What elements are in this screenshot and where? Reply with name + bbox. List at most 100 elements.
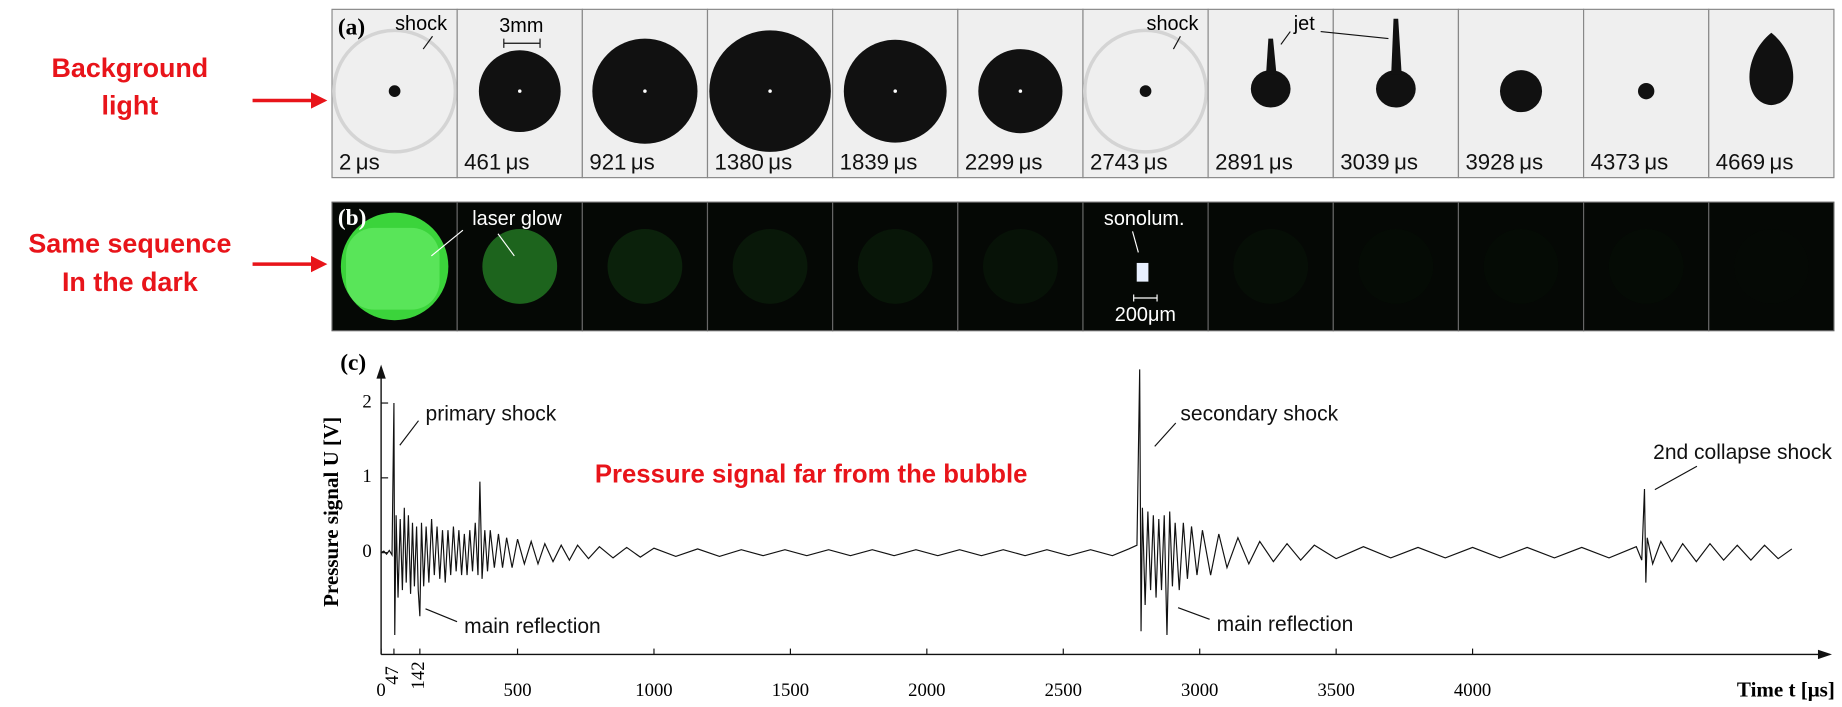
x-tick-label: 0 (376, 680, 385, 701)
frame-time: 1380 μs (715, 149, 793, 174)
glow (1484, 229, 1559, 304)
frame (456, 201, 583, 332)
annotation: 2nd collapse shock (1653, 441, 1832, 464)
annotation: primary shock (426, 402, 557, 425)
x-tick-label: 500 (504, 680, 532, 701)
side-label: Same sequence (28, 228, 231, 258)
shock-ring (332, 28, 458, 154)
x-tick-label: 142 (408, 661, 429, 689)
glow (732, 229, 808, 304)
glow-core (346, 227, 440, 310)
frame (832, 201, 959, 332)
sonolum-spot (1136, 262, 1149, 282)
annotation: shock (1147, 13, 1199, 35)
leader (1280, 30, 1389, 45)
annotation: main reflection (1217, 613, 1354, 636)
signal-line (380, 369, 1793, 635)
annotation: main reflection (464, 615, 601, 638)
x-tick-label: 1500 (772, 680, 809, 701)
annotation: laser glow (472, 208, 562, 230)
frame-time: 1839 μs (840, 149, 918, 174)
leader (399, 420, 419, 446)
leader (1177, 607, 1210, 620)
frame-time: 2299 μs (965, 149, 1043, 174)
annotation: secondary shock (1180, 402, 1338, 425)
side-label: Background (52, 53, 209, 83)
bubble (1749, 32, 1794, 106)
frame-time: 4373 μs (1591, 149, 1669, 174)
frame-time: 2743 μs (1090, 149, 1168, 174)
shock-ring (1083, 28, 1209, 154)
frame-time: 3039 μs (1340, 149, 1418, 174)
leader (1172, 35, 1181, 50)
glow (1609, 229, 1684, 304)
arrow-head (310, 255, 328, 273)
frame (1332, 201, 1460, 332)
frame (1708, 201, 1835, 332)
leader (422, 35, 433, 50)
leader (1131, 231, 1139, 253)
panel-b: (b) laser glow sonolum. 200μm (331, 201, 1835, 332)
bubble (388, 85, 401, 97)
y-tick-label: 2 (362, 391, 371, 412)
x-axis-label: Time t [μs] (1737, 678, 1835, 702)
panel-a: 2 μs 461 μs 921 μs 1380 μs 1839 μs 2299 μs 274… (331, 8, 1835, 179)
leader (425, 608, 458, 623)
annotation: 3mm (499, 15, 543, 37)
x-tick-label: 1000 (635, 680, 672, 701)
glow (607, 229, 683, 304)
frame (957, 201, 1084, 332)
frame (1583, 201, 1710, 332)
leader (1654, 465, 1698, 491)
frame-time: 2891 μs (1215, 149, 1293, 174)
annotation: Pressure signal far from the bubble (595, 460, 1028, 488)
scale-bar (503, 38, 541, 48)
x-tick-label: 3000 (1181, 680, 1218, 701)
frame-time: 4669 μs (1716, 149, 1794, 174)
frame-time: 3928 μs (1465, 149, 1543, 174)
bubble (1250, 70, 1291, 108)
panel-label: (c) (340, 350, 366, 376)
highlight (518, 89, 522, 93)
frame-time: 2 μs (339, 149, 380, 174)
bubble (1637, 82, 1655, 100)
annotation: sonolum. (1104, 208, 1185, 230)
highlight (893, 89, 897, 93)
side-labels: Background light Same sequence In the dark (28, 53, 328, 297)
annotation: shock (395, 13, 447, 35)
highlight (1018, 89, 1023, 93)
glow (482, 229, 558, 304)
bubble (1499, 70, 1543, 113)
y-tick-label: 0 (362, 541, 371, 562)
bubble (1139, 85, 1152, 97)
annotation: 200μm (1115, 304, 1176, 326)
x-tick-label: 2500 (1045, 680, 1082, 701)
leader (430, 229, 515, 257)
scale-bar (1133, 294, 1158, 302)
arrow-head (376, 364, 386, 379)
glow (1358, 229, 1433, 304)
side-label: In the dark (62, 267, 198, 297)
jet (1391, 18, 1402, 75)
x-tick-label: 2000 (908, 680, 945, 701)
x-tick-label: 4000 (1454, 680, 1491, 701)
glow (1233, 229, 1308, 304)
side-label: light (102, 91, 159, 121)
annotation: jet (1293, 13, 1315, 35)
bubble (1375, 70, 1416, 108)
glow (857, 229, 933, 304)
panel-label: (b) (338, 205, 367, 231)
panel-label: (a) (338, 15, 365, 41)
frame-time: 461 μs (464, 149, 529, 174)
frame (581, 201, 709, 332)
frame (706, 201, 834, 332)
frame-time: 921 μs (589, 149, 654, 174)
highlight (643, 89, 647, 93)
frame (1207, 201, 1334, 332)
arrow-head (310, 92, 328, 109)
highlight (768, 89, 772, 93)
x-tick-label: 3500 (1317, 680, 1354, 701)
x-tick-label: 47 (382, 666, 403, 685)
